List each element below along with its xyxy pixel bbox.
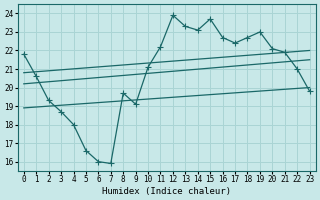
X-axis label: Humidex (Indice chaleur): Humidex (Indice chaleur) bbox=[102, 187, 231, 196]
